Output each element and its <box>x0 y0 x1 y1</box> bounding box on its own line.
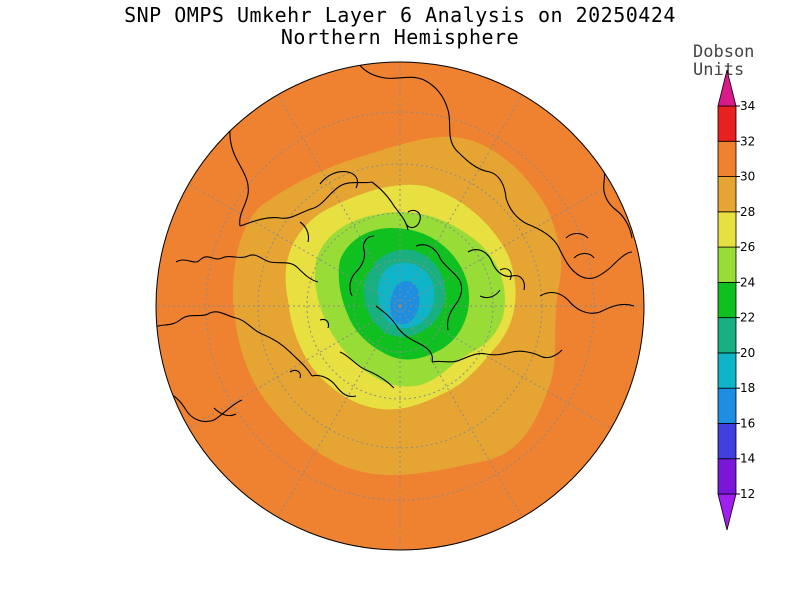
colorbar-tick-label: 14 <box>740 452 755 466</box>
colorbar-unit-label: Dobson <box>693 42 755 62</box>
map-title: SNP OMPS Umkehr Layer 6 Analysis on 2025… <box>124 3 676 27</box>
colorbar-tick-label: 16 <box>740 416 755 430</box>
colorbar-tick-label: 28 <box>740 205 755 219</box>
colorbar-swatch <box>717 105 737 142</box>
colorbar-swatch <box>717 458 737 495</box>
map-subtitle: Northern Hemisphere <box>280 25 520 49</box>
colorbar-swatch <box>717 317 737 354</box>
map-outline <box>155 61 645 551</box>
graticule <box>156 62 644 550</box>
colorbar-swatch <box>717 493 737 531</box>
colorbar-swatch <box>717 281 737 319</box>
colorbar-swatch <box>717 387 737 424</box>
colorbar-tick-label: 24 <box>740 275 755 289</box>
coastlines <box>156 62 635 457</box>
colorbar-swatch <box>717 352 737 389</box>
colorbar-unit-label-2: Units <box>693 60 745 80</box>
colorbar-swatch <box>717 246 737 283</box>
polar-map <box>156 62 644 550</box>
colorbar-tick-label: 26 <box>740 240 755 254</box>
colorbar-swatch <box>717 140 737 177</box>
colorbar-swatch <box>717 423 737 460</box>
colorbar-tick-label: 12 <box>740 487 755 501</box>
colorbar-tick-label: 30 <box>740 170 755 184</box>
colorbar-swatch <box>717 211 737 248</box>
colorbar-tick-label: 20 <box>740 346 755 360</box>
colorbar-tick-label: 32 <box>740 134 755 148</box>
colorbar-tick-label: 34 <box>740 99 755 113</box>
colorbar-tick-label: 22 <box>740 311 755 325</box>
colorbar: 12 14 16 18 20 22 24 26 28 30 32 34 <box>717 69 755 531</box>
colorbar-swatch <box>717 176 737 213</box>
colorbar-swatch <box>717 69 737 107</box>
colorbar-tick-label: 18 <box>740 381 755 395</box>
